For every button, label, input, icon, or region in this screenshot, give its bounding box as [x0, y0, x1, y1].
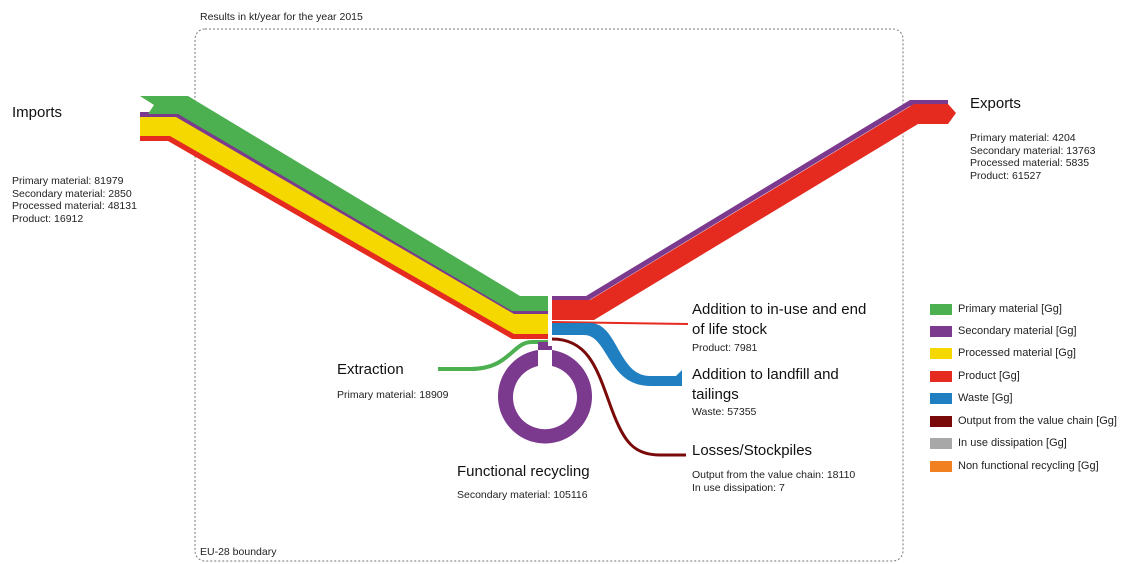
legend-swatch	[930, 437, 952, 449]
landfill-value: Waste: 57355	[692, 406, 757, 418]
imports-primary-band	[140, 96, 548, 311]
legend-label: Processed material [Gg]	[958, 347, 1076, 359]
legend-label: Waste [Gg]	[958, 392, 1013, 404]
boundary-label: EU-28 boundary	[200, 546, 277, 558]
legend-label: In use dissipation [Gg]	[958, 437, 1067, 449]
legend-swatch	[930, 415, 952, 427]
imports-value-line: Product: 16912	[12, 212, 84, 225]
legend-swatch	[930, 392, 952, 404]
legend-item: Product [Gg]	[930, 367, 1020, 385]
imports-value-line: Secondary material: 2850	[12, 187, 132, 200]
extraction-flow	[438, 340, 548, 371]
recycling-loop	[497, 342, 592, 444]
landfill-title-line2: tailings	[692, 386, 739, 403]
exports-value-line: Product: 61527	[970, 169, 1042, 182]
losses-value-line: Output from the value chain: 18110	[692, 469, 856, 481]
legend-item: Output from the value chain [Gg]	[930, 412, 1117, 430]
exports-secondary-band	[552, 100, 948, 302]
stock-title-line1: Addition to in-use and end	[692, 301, 867, 318]
legend-item: Waste [Gg]	[930, 389, 1013, 407]
legend-label: Primary material [Gg]	[958, 303, 1062, 315]
legend-item: Secondary material [Gg]	[930, 322, 1077, 340]
imports-secondary-band	[140, 112, 548, 314]
legend-swatch	[930, 347, 952, 359]
legend-swatch	[930, 303, 952, 315]
imports-flow	[140, 96, 548, 339]
stock-value: Product: 7981	[692, 342, 758, 354]
recycling-ring	[497, 350, 592, 444]
legend-label: Non functional recycling [Gg]	[958, 460, 1099, 472]
legend-label: Product [Gg]	[958, 370, 1020, 382]
exports-title: Exports	[970, 95, 1021, 112]
imports-value-line: Processed material: 48131	[12, 200, 137, 212]
imports-title: Imports	[12, 104, 63, 121]
legend-item: In use dissipation [Gg]	[930, 434, 1067, 452]
losses-value-line: In use dissipation: 7	[692, 481, 785, 494]
landfill-title-line1: Addition to landfill and	[692, 366, 839, 383]
stock-title-line2: of life stock	[692, 321, 768, 338]
legend-label: Output from the value chain [Gg]	[958, 415, 1117, 427]
losses-values: Output from the value chain: 18110 In us…	[692, 469, 855, 494]
legend-item: Non functional recycling [Gg]	[930, 457, 1099, 475]
landfill-flow	[552, 323, 682, 386]
legend-item: Processed material [Gg]	[930, 344, 1076, 362]
exports-values: Primary material: 4204 Secondary materia…	[970, 132, 1096, 182]
legend-swatch	[930, 325, 952, 337]
recycling-title: Functional recycling	[457, 463, 590, 480]
legend-item: Primary material [Gg]	[930, 300, 1062, 318]
results-note: Results in kt/year for the year 2015	[200, 11, 363, 23]
recycling-value: Secondary material: 105116	[457, 489, 588, 501]
exports-value-line: Secondary material: 13763	[970, 144, 1096, 157]
hub-separator	[548, 294, 552, 346]
imports-processed-band	[140, 115, 548, 334]
extraction-value: Primary material: 18909	[337, 389, 449, 401]
legend-swatch	[930, 460, 952, 472]
exports-product-band	[552, 104, 956, 320]
exports-value-line: Processed material: 5835	[970, 157, 1090, 169]
imports-values: Primary material: 81979 Secondary materi…	[12, 175, 137, 225]
exports-flow	[552, 100, 956, 320]
legend-label: Secondary material [Gg]	[958, 325, 1077, 337]
stock-flow	[551, 321, 689, 325]
recycling-connector	[538, 342, 552, 350]
extraction-title: Extraction	[337, 361, 404, 378]
legend-swatch	[930, 370, 952, 382]
exports-value-line: Primary material: 4204	[970, 132, 1076, 144]
imports-value-line: Primary material: 81979	[12, 175, 124, 187]
eu28-boundary-box	[194, 28, 904, 562]
losses-flow	[551, 337, 686, 457]
losses-title: Losses/Stockpiles	[692, 442, 813, 459]
